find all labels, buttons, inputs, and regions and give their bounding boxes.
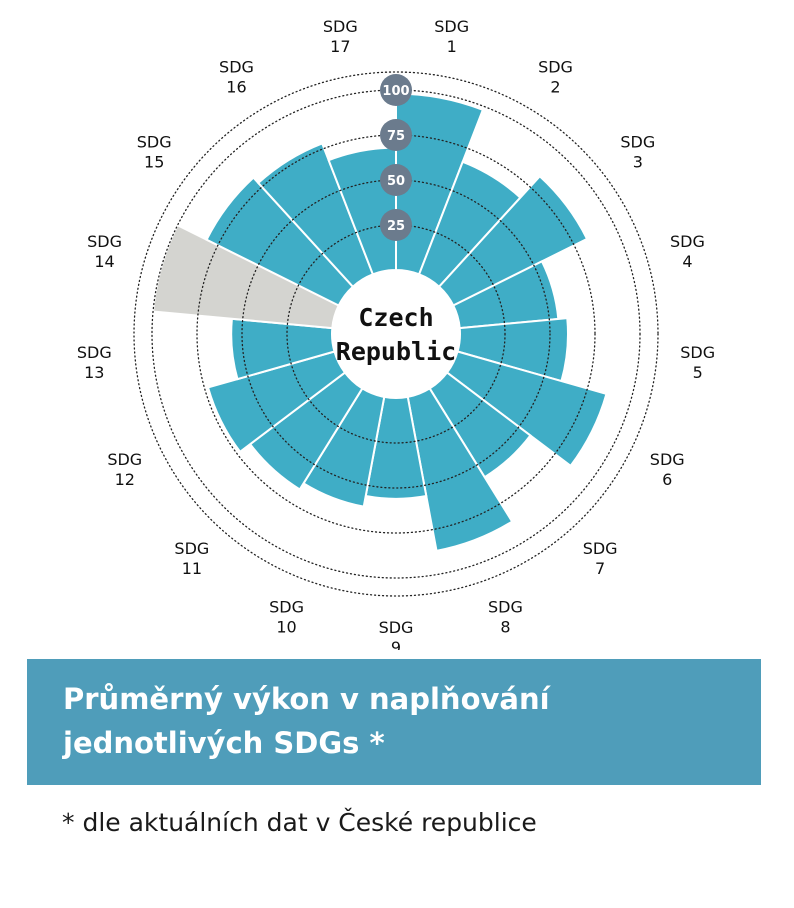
category-label-sdg-15: SDG 15 bbox=[137, 132, 172, 171]
category-label-sdg-1: SDG 1 bbox=[434, 17, 469, 56]
bar-sdg-2 bbox=[417, 160, 522, 289]
title-banner: Průměrný výkon v naplňování jednotlivých… bbox=[27, 659, 761, 785]
category-label-sdg-10: SDG 10 bbox=[269, 598, 304, 637]
bar-sdg-16 bbox=[256, 142, 375, 289]
banner-title-line-2: jednotlivých SDGs * bbox=[63, 726, 385, 760]
bar-sdg-15 bbox=[205, 176, 355, 307]
tick-label-25: 25 bbox=[387, 219, 405, 234]
bar-sdg-3 bbox=[437, 174, 589, 307]
tick-label-100: 100 bbox=[382, 84, 409, 99]
category-label-sdg-14: SDG 14 bbox=[87, 232, 122, 271]
tick-badge-100 bbox=[380, 74, 412, 106]
category-label-sdg-3: SDG 3 bbox=[620, 132, 655, 171]
tick-badge-50 bbox=[380, 164, 412, 196]
category-label-sdg-6: SDG 6 bbox=[650, 450, 685, 489]
category-label-sdg-8: SDG 8 bbox=[488, 598, 523, 637]
center-label-line-1: Czech bbox=[358, 303, 433, 332]
category-labels: SDG 1 SDG 2 SDG 3 SDG 4 SDG 5 SDG 6 SDG 7 SDG 8 SDG 9 SDG 1… bbox=[77, 17, 715, 650]
bars bbox=[151, 92, 608, 553]
bar-sdg-8 bbox=[406, 387, 514, 553]
tick-badge-25 bbox=[380, 209, 412, 241]
tick-label-50: 50 bbox=[387, 174, 405, 189]
category-label-sdg-4: SDG 4 bbox=[670, 232, 705, 271]
banner-title-line-1: Průměrný výkon v naplňování bbox=[63, 682, 550, 716]
category-label-sdg-13: SDG 13 bbox=[77, 343, 112, 382]
tick-badge-75 bbox=[380, 119, 412, 151]
center-label-line-2: Republic bbox=[336, 337, 456, 366]
category-label-sdg-16: SDG 16 bbox=[219, 57, 254, 96]
bar-sdg-12 bbox=[206, 350, 347, 454]
outer-ring bbox=[133, 71, 659, 597]
center-circle bbox=[334, 272, 458, 396]
category-label-sdg-11: SDG 11 bbox=[174, 539, 209, 578]
category-label-sdg-12: SDG 12 bbox=[107, 450, 142, 489]
category-label-sdg-2: SDG 2 bbox=[538, 57, 573, 96]
category-label-sdg-17: SDG 17 bbox=[323, 17, 358, 56]
banner-title: Průměrný výkon v naplňování jednotlivých… bbox=[63, 677, 761, 765]
category-label-sdg-5: SDG 5 bbox=[680, 343, 715, 382]
radial-ticks: 25 50 75 100 bbox=[380, 74, 412, 241]
tick-label-75: 75 bbox=[387, 129, 405, 144]
category-label-sdg-9: SDG 9 bbox=[379, 618, 414, 650]
category-label-sdg-7: SDG 7 bbox=[583, 539, 618, 578]
footnote: * dle aktuálních dat v České republice bbox=[62, 808, 537, 837]
